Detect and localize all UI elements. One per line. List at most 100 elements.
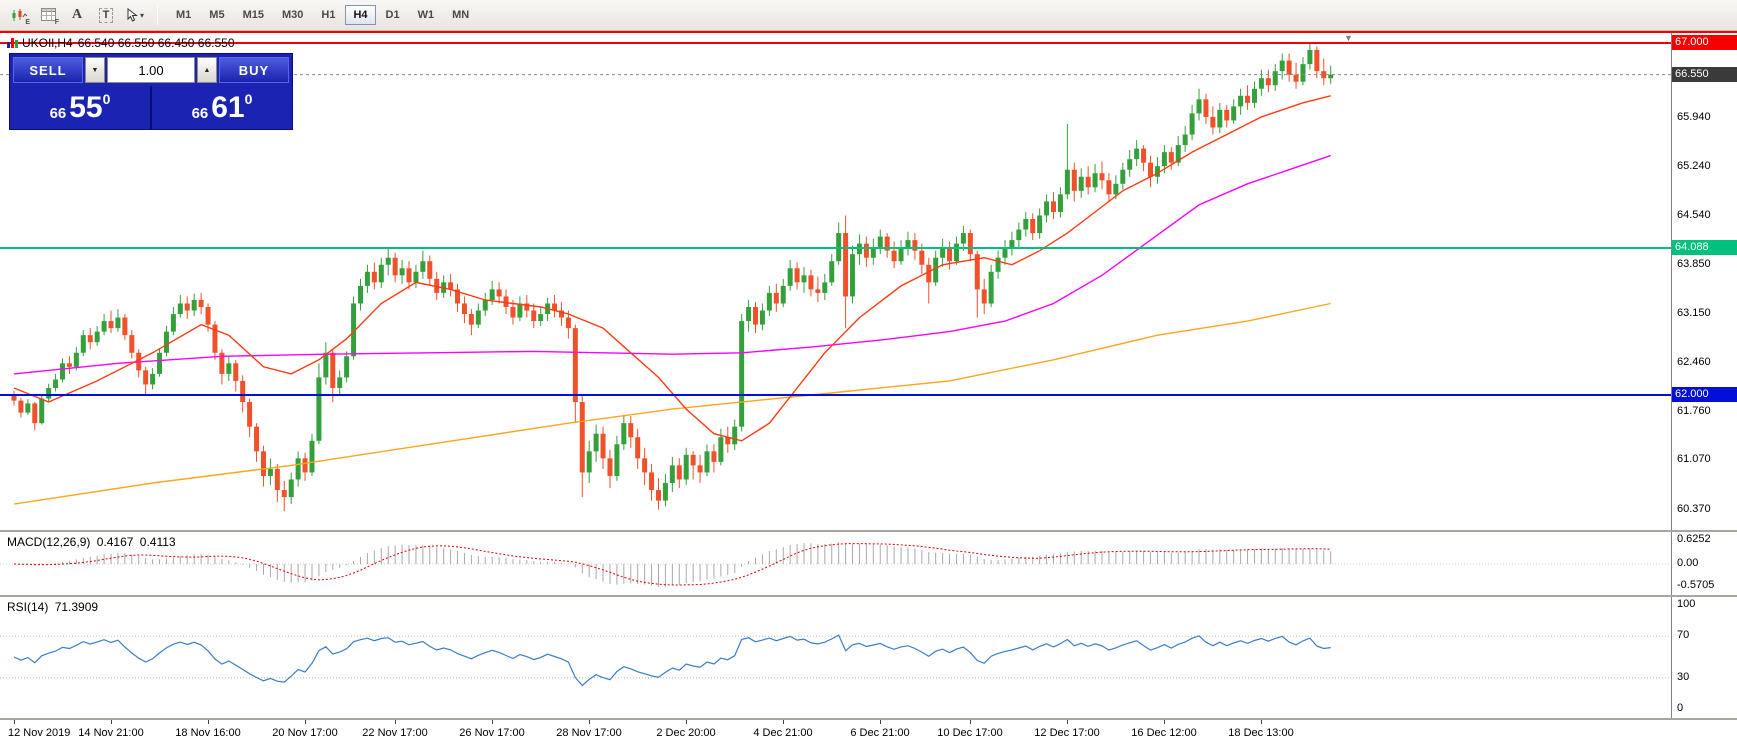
chart-ohlc-values: 66.540 66.550 66.450 66.550 xyxy=(77,36,235,50)
price-label-60.370: 60.370 xyxy=(1677,503,1711,515)
rsi-svg xyxy=(0,634,1671,687)
time-tick xyxy=(305,720,306,724)
font-tool-label: A xyxy=(71,7,83,22)
time-tick xyxy=(686,720,687,724)
macd-label: MACD(12,26,9) xyxy=(7,535,91,549)
time-label: 20 Nov 17:00 xyxy=(272,727,338,739)
macd-axis-label-0.6252: 0.6252 xyxy=(1677,533,1711,545)
price-label-65.240: 65.240 xyxy=(1677,160,1711,172)
time-axis[interactable]: 12 Nov 2019 14 Nov 21:00 18 Nov 16:00 20 No… xyxy=(0,720,1737,744)
candlestick-chart-icon xyxy=(12,8,28,21)
tf-button-M15[interactable]: M15 xyxy=(242,9,264,21)
time-label: 12 Nov 2019 xyxy=(8,727,71,739)
macd-pane[interactable]: MACD(12,26,9) 0.4167 0.4113 xyxy=(0,532,1671,595)
data-grid-sub-label: F xyxy=(54,19,59,26)
price-axis[interactable]: 67.000 66.550 65.940 65.240 64.540 64.088 63.8… xyxy=(1671,31,1737,530)
pane-splitter[interactable] xyxy=(0,530,1737,532)
sell-button[interactable]: SELL xyxy=(13,57,83,83)
rsi-pane[interactable]: RSI(14) 71.3909 xyxy=(0,597,1671,718)
tf-button-M5[interactable]: M5 xyxy=(209,9,225,21)
time-label: 18 Nov 16:00 xyxy=(175,727,241,739)
triangle-up-icon: ▲ xyxy=(203,66,211,74)
macd-axis-label-0.00: 0.00 xyxy=(1677,557,1699,569)
expert-advisors-sub-label: E xyxy=(25,19,30,26)
font-tool-button[interactable]: A xyxy=(64,3,90,27)
expert-advisors-button[interactable]: E xyxy=(6,3,32,27)
tf-button-D1[interactable]: D1 xyxy=(385,9,400,21)
rsi-label-row: RSI(14) 71.3909 xyxy=(7,600,101,614)
time-tick xyxy=(1164,720,1165,724)
time-tick xyxy=(395,720,396,724)
time-tick xyxy=(1067,720,1068,724)
macd-svg xyxy=(0,542,1671,587)
one-click-trading-panel: SELL ▼ ▲ BUY 66 55 0 66 61 0 xyxy=(9,53,293,130)
macd-label-row: MACD(12,26,9) 0.4167 0.4113 xyxy=(7,535,179,549)
tf-button-MN[interactable]: MN xyxy=(452,9,470,21)
main-chart-pane[interactable]: UKOIl,H4 66.540 66.550 66.450 66.550 ▼ S… xyxy=(0,31,1671,530)
time-label: 16 Dec 12:00 xyxy=(1131,727,1197,739)
triangle-down-icon: ▼ xyxy=(91,66,99,74)
chart-title-row: UKOIl,H4 66.540 66.550 66.450 66.550 xyxy=(7,36,235,50)
volume-input[interactable] xyxy=(107,57,195,83)
timeframe-group: M1 M5 M15 M30 H1 H4 D1 W1 MN xyxy=(167,5,478,25)
time-label: 10 Dec 17:00 xyxy=(937,727,1003,739)
volume-increase-button[interactable]: ▲ xyxy=(197,57,217,83)
text-tool-label: T xyxy=(98,7,114,23)
time-label: 14 Nov 21:00 xyxy=(78,727,144,739)
time-label: 22 Nov 17:00 xyxy=(362,727,428,739)
macd-value-signal: 0.4113 xyxy=(139,535,176,549)
cursor-tool-button[interactable]: ▾ xyxy=(122,3,148,27)
price-label-64.540: 64.540 xyxy=(1677,209,1711,221)
tf-button-W1[interactable]: W1 xyxy=(417,9,435,21)
rsi-label: RSI(14) xyxy=(7,600,49,614)
price-label-62.460: 62.460 xyxy=(1677,356,1711,368)
price-label-65.940: 65.940 xyxy=(1677,111,1711,123)
time-label: 26 Nov 17:00 xyxy=(459,727,525,739)
chart-shift-marker[interactable]: ▼ xyxy=(1344,33,1353,43)
volume-decrease-button[interactable]: ▼ xyxy=(85,57,105,83)
trade-panel-divider xyxy=(150,86,152,129)
time-tick xyxy=(208,720,209,724)
data-grid-button[interactable]: F xyxy=(35,3,61,27)
time-label: 2 Dec 20:00 xyxy=(656,727,716,739)
chart-workspace: UKOIl,H4 66.540 66.550 66.450 66.550 ▼ S… xyxy=(0,31,1737,744)
time-tick xyxy=(880,720,881,724)
grid-icon xyxy=(40,8,56,21)
pane-splitter[interactable] xyxy=(0,595,1737,597)
price-label-66.550: 66.550 xyxy=(1672,67,1737,82)
chart-symbol-period: UKOIl,H4 xyxy=(22,36,73,50)
tf-button-H1[interactable]: H1 xyxy=(321,9,336,21)
price-label-63.150: 63.150 xyxy=(1677,307,1711,319)
text-tool-button[interactable]: T xyxy=(93,3,119,27)
time-tick xyxy=(783,720,784,724)
sell-price[interactable]: 66 55 0 xyxy=(10,86,150,129)
price-label-63.850: 63.850 xyxy=(1677,258,1711,270)
price-label-62.000: 62.000 xyxy=(1672,387,1737,402)
time-label: 12 Dec 17:00 xyxy=(1034,727,1100,739)
tf-button-M1[interactable]: M1 xyxy=(176,9,192,21)
buy-price-sup: 0 xyxy=(244,91,253,107)
time-label: 28 Nov 17:00 xyxy=(556,727,622,739)
time-label: 4 Dec 21:00 xyxy=(753,727,813,739)
toolbar-separator xyxy=(157,5,158,25)
buy-price-prefix: 66 xyxy=(191,105,209,122)
price-label-61.070: 61.070 xyxy=(1677,453,1711,465)
buy-price[interactable]: 66 61 0 xyxy=(152,86,292,129)
sell-price-sup: 0 xyxy=(102,91,111,107)
time-tick xyxy=(492,720,493,724)
sell-price-prefix: 66 xyxy=(49,105,67,122)
tf-button-H4[interactable]: H4 xyxy=(345,5,376,25)
buy-button[interactable]: BUY xyxy=(219,57,289,83)
pane-splitter[interactable] xyxy=(0,718,1737,720)
time-tick xyxy=(970,720,971,724)
toolbar: E F A T ▾ M1 M5 M15 M30 H1 H4 D1 W1 MN xyxy=(0,0,1737,31)
rsi-value: 71.3909 xyxy=(54,600,99,614)
tf-button-M30[interactable]: M30 xyxy=(281,9,304,21)
buy-price-pips: 61 xyxy=(211,91,245,124)
time-tick xyxy=(1261,720,1262,724)
time-tick xyxy=(111,720,112,724)
price-label-61.760: 61.760 xyxy=(1677,405,1711,417)
macd-value-main: 0.4167 xyxy=(96,535,134,549)
chart-window-icon xyxy=(7,38,18,48)
rsi-axis: 100 70 30 0 xyxy=(1671,597,1737,718)
